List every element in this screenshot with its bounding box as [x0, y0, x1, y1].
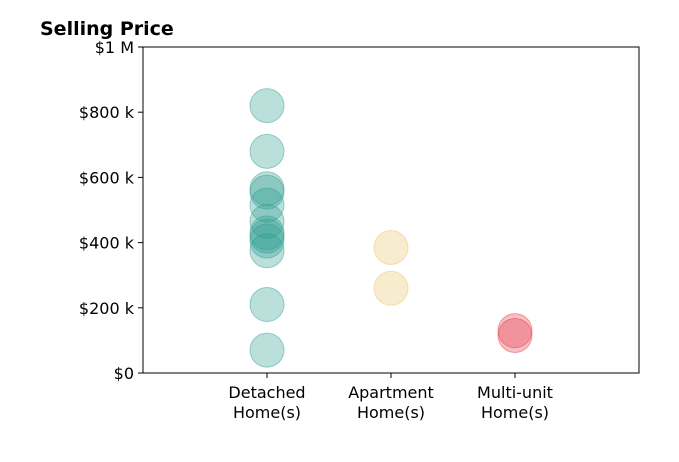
- x-tick-label: Detached Home(s): [228, 383, 305, 422]
- data-point: [249, 171, 285, 207]
- data-point: [249, 223, 285, 259]
- plot-frame: [142, 46, 640, 374]
- data-point: [497, 313, 533, 349]
- x-tick-label: Multi-unit Home(s): [477, 383, 553, 422]
- y-axis: $0 $200 k $400 k $600 k $800 k $1 M: [79, 38, 143, 383]
- data-point: [249, 215, 285, 251]
- data-point: [249, 174, 285, 210]
- y-tick-label: $1 M: [95, 38, 134, 57]
- data-point: [249, 233, 285, 269]
- data-point: [249, 203, 285, 239]
- data-point: [249, 332, 285, 368]
- data-point: [497, 318, 533, 354]
- chart-title: Selling Price: [40, 18, 174, 40]
- data-point: [249, 88, 285, 124]
- y-tick-label: $0: [114, 364, 134, 383]
- x-axis: Detached Home(s) Apartment Home(s) Multi-uni…: [228, 373, 553, 422]
- y-tick-label: $200 k: [79, 299, 135, 318]
- data-point: [373, 229, 409, 265]
- y-tick-label: $800 k: [79, 103, 135, 122]
- y-tick-label: $600 k: [79, 168, 135, 187]
- data-point: [249, 218, 285, 254]
- data-point: [249, 187, 285, 223]
- data-point: [373, 270, 409, 306]
- x-tick-label: Apartment Home(s): [348, 383, 434, 422]
- y-tick-label: $400 k: [79, 234, 135, 253]
- data-point: [249, 133, 285, 169]
- data-point: [249, 287, 285, 323]
- data-points: [249, 88, 533, 368]
